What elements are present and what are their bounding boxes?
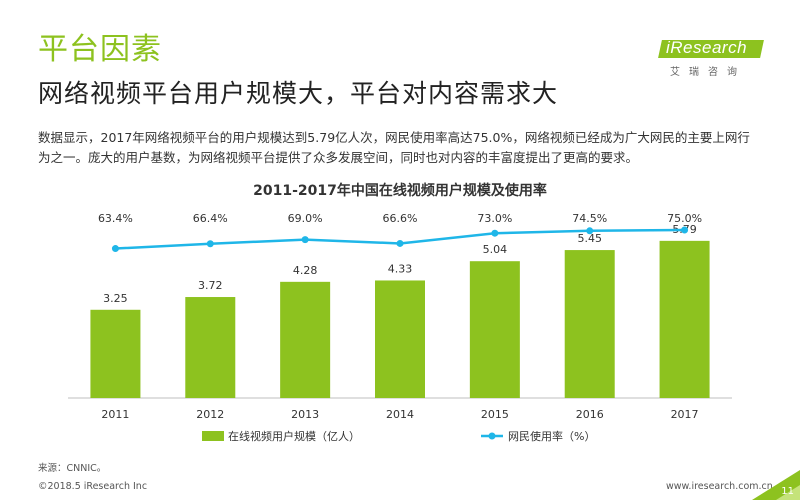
bar-label-2011: 3.25	[103, 292, 128, 305]
usage-label-2014: 66.6%	[383, 212, 418, 225]
legend-bar-swatch	[202, 431, 224, 441]
x-tick-2017: 2017	[671, 408, 699, 421]
bar-label-2016: 5.45	[577, 232, 602, 245]
corner-triangle-light	[776, 485, 800, 500]
usage-label-2017: 75.0%	[667, 212, 702, 225]
x-tick-2015: 2015	[481, 408, 509, 421]
legend-line-marker	[488, 432, 496, 440]
slide-subtitle: 网络视频平台用户规模大，平台对内容需求大	[38, 79, 559, 108]
bar-2011	[90, 309, 141, 398]
bar-2014	[375, 280, 425, 398]
slide-title: 平台因素	[38, 32, 162, 67]
bar-2012	[185, 297, 236, 398]
x-tick-2013: 2013	[291, 408, 319, 421]
usage-point-2016	[586, 227, 594, 235]
chart-title: 2011-2017年中国在线视频用户规模及使用率	[253, 183, 547, 199]
bar-label-2015: 5.04	[483, 243, 508, 256]
bar-2017	[659, 240, 710, 398]
iresearch-logo: iResearch 艾瑞咨询	[658, 36, 770, 86]
page-number: 11	[781, 486, 794, 497]
page-corner: 11	[752, 470, 800, 500]
website-link[interactable]: www.iresearch.com.cn	[666, 481, 773, 492]
usage-label-2012: 66.4%	[193, 212, 228, 225]
usage-label-2015: 73.0%	[477, 212, 512, 225]
usage-label-2013: 69.0%	[288, 212, 323, 225]
bar-2015	[469, 261, 520, 398]
source-note: 来源：CNNIC。	[38, 463, 107, 474]
bar-label-2014: 4.33	[388, 262, 413, 275]
bar-2016	[564, 250, 615, 398]
x-tick-2016: 2016	[576, 408, 604, 421]
x-tick-2011: 2011	[101, 408, 129, 421]
usage-label-2011: 63.4%	[98, 212, 133, 225]
copyright: ©2018.5 iResearch Inc	[38, 481, 148, 492]
legend-line-label: 网民使用率（%）	[508, 429, 595, 443]
bar-2013	[280, 281, 331, 398]
intro-paragraph: 数据显示，2017年网络视频平台的用户规模达到5.79亿人次，网民使用率高达75…	[38, 130, 750, 165]
usage-point-2013	[301, 236, 309, 244]
usage-point-2011	[111, 245, 119, 253]
usage-label-2016: 74.5%	[572, 212, 607, 225]
usage-point-2017	[681, 226, 689, 234]
bar-label-2013: 4.28	[293, 264, 318, 277]
legend-bar-label: 在线视频用户规模（亿人）	[228, 429, 360, 443]
logo-chinese: 艾瑞咨询	[670, 67, 746, 78]
bar-label-2012: 3.72	[198, 279, 223, 292]
usage-point-2015	[491, 229, 499, 237]
logo-brand: iResearch	[666, 38, 748, 57]
usage-point-2014	[396, 239, 404, 247]
x-tick-2012: 2012	[196, 408, 224, 421]
usage-point-2012	[206, 240, 214, 248]
x-tick-2014: 2014	[386, 408, 414, 421]
